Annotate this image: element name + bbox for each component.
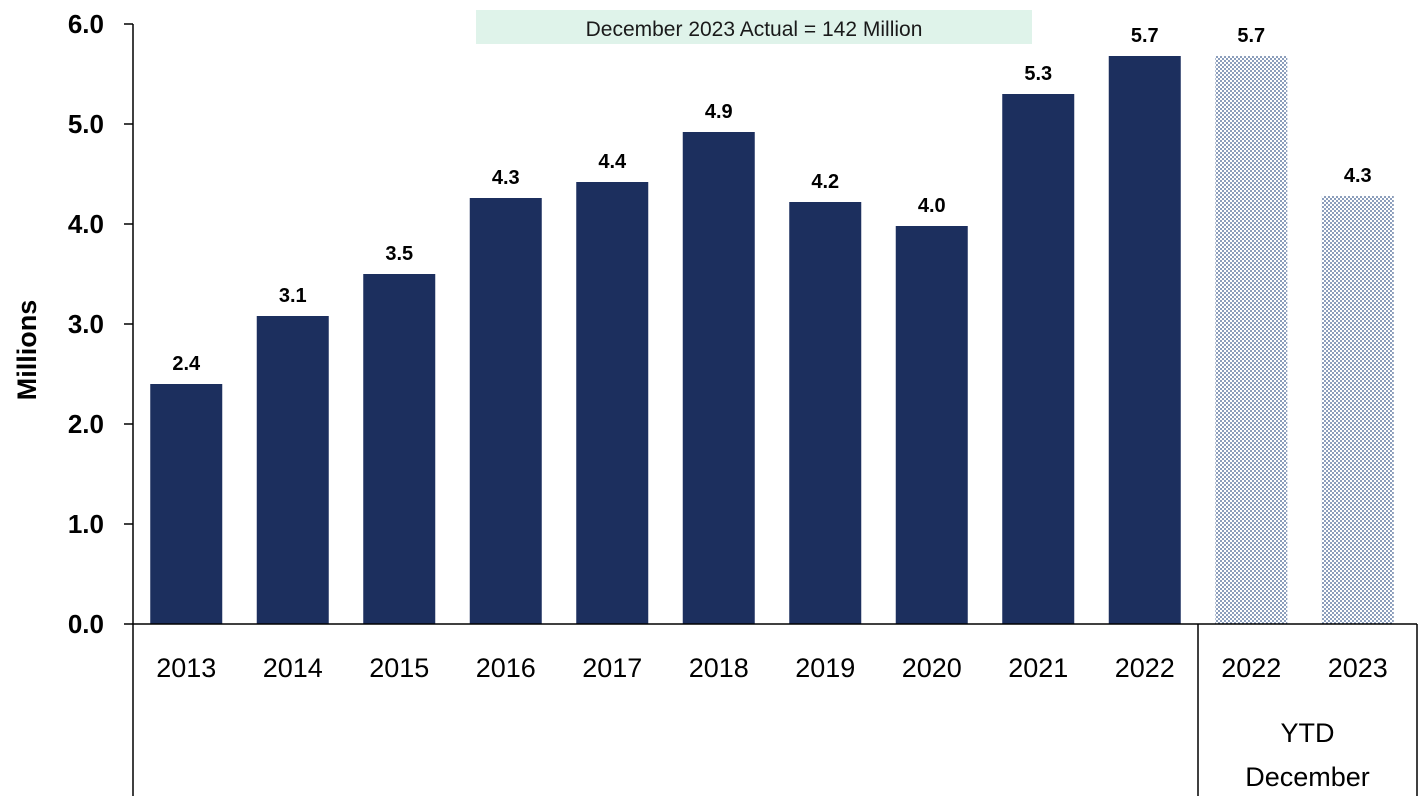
x-tick-label: 2016	[476, 653, 536, 683]
data-label: 4.3	[492, 167, 520, 189]
x-tick-label: 2021	[1008, 653, 1068, 683]
bars: 2.4 3.1 3.5 4.3 4.4 4.9 4.2 4.0 5.3 5.7 5.7 4.3	[150, 25, 1394, 624]
x-tick-label: 2022	[1221, 653, 1281, 683]
annotation-box	[476, 10, 1032, 44]
ytd-bar	[1321, 196, 1394, 624]
bar	[895, 226, 968, 624]
x-tick-label: 2014	[263, 653, 323, 683]
y-tick-label: 2.0	[68, 409, 104, 439]
axes: 0.0 1.0 2.0 3.0 4.0 5.0 6.0 2013 2014 2015 2016 201…	[68, 9, 1418, 796]
x-tick-label: 2020	[902, 653, 962, 683]
y-tick-label: 3.0	[68, 309, 104, 339]
data-label: 5.3	[1024, 63, 1052, 85]
y-tick-label: 4.0	[68, 209, 104, 239]
bar	[576, 182, 649, 624]
data-label: 4.4	[598, 151, 627, 173]
data-label: 4.3	[1344, 165, 1372, 187]
y-tick-label: 0.0	[68, 609, 104, 639]
x-tick-label: 2022	[1115, 653, 1175, 683]
annotation-text: December 2023 Actual = 142 Million	[586, 18, 923, 41]
bar	[469, 198, 542, 624]
data-label: 4.0	[918, 195, 946, 217]
data-label: 2.4	[172, 353, 201, 375]
bar	[1002, 94, 1075, 624]
y-tick-label: 5.0	[68, 109, 104, 139]
x-tick-label: 2013	[156, 653, 216, 683]
data-label: 5.7	[1131, 25, 1159, 47]
x-tick-label: 2023	[1328, 653, 1388, 683]
bar	[256, 316, 329, 624]
data-label: 3.1	[279, 285, 307, 307]
bar	[363, 274, 436, 624]
x-tick-label: 2018	[689, 653, 749, 683]
bar	[1108, 56, 1181, 624]
y-tick-label: 6.0	[68, 9, 104, 39]
bar	[682, 132, 755, 624]
x-tick-label: 2017	[582, 653, 642, 683]
y-tick-label: 1.0	[68, 509, 104, 539]
data-label: 4.9	[705, 101, 733, 123]
data-label: 3.5	[385, 243, 413, 265]
group-label-month: December	[1245, 762, 1370, 792]
x-tick-label: 2019	[795, 653, 855, 683]
y-axis-label: Millions	[12, 300, 42, 401]
bar	[789, 202, 862, 624]
bar	[150, 384, 223, 624]
data-label: 5.7	[1237, 25, 1265, 47]
group-label-ytd: YTD	[1281, 718, 1335, 748]
x-tick-label: 2015	[369, 653, 429, 683]
ytd-bar	[1215, 56, 1288, 624]
data-label: 4.2	[811, 171, 839, 193]
